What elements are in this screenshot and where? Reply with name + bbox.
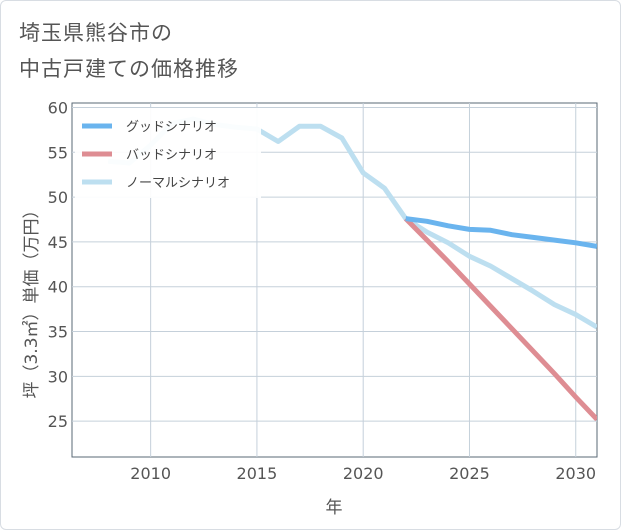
y-tick-label: 25 [48, 412, 68, 431]
y-tick-label: 60 [48, 98, 68, 117]
x-tick-label: 2030 [555, 464, 596, 483]
legend-label: グッドシナリオ [126, 120, 217, 135]
legend-label: ノーマルシナリオ [126, 176, 230, 191]
chart-title-line-2: 中古戸建ての価格推移 [19, 57, 239, 81]
y-tick-label: 50 [48, 188, 68, 207]
y-tick-label: 30 [48, 367, 68, 386]
series-line-good [405, 216, 597, 249]
y-tick-label: 40 [48, 278, 68, 297]
x-tick-label: 2015 [237, 464, 278, 483]
y-axis-label: 坪（3.3㎡）単価（万円） [22, 201, 42, 398]
x-tick-labels: 2010 2015 2020 2025 2030 [130, 464, 596, 483]
x-tick-label: 2010 [130, 464, 171, 483]
y-tick-label: 45 [48, 233, 68, 252]
chart-title-line-1: 埼玉県熊谷市の [19, 21, 173, 45]
x-tick-label: 2020 [343, 464, 384, 483]
y-tick-label: 55 [48, 143, 68, 162]
x-tick-label: 2025 [449, 464, 490, 483]
series-line-bad [403, 216, 597, 422]
x-axis-label: 年 [326, 498, 343, 518]
y-tick-label: 35 [48, 323, 68, 342]
y-tick-labels: 25 30 35 40 45 50 55 60 [48, 98, 68, 431]
legend-label: バッドシナリオ [126, 148, 217, 163]
grid-lines [72, 103, 597, 457]
chart-title: 埼玉県熊谷市の 中古戸建ての価格推移 [19, 15, 239, 87]
